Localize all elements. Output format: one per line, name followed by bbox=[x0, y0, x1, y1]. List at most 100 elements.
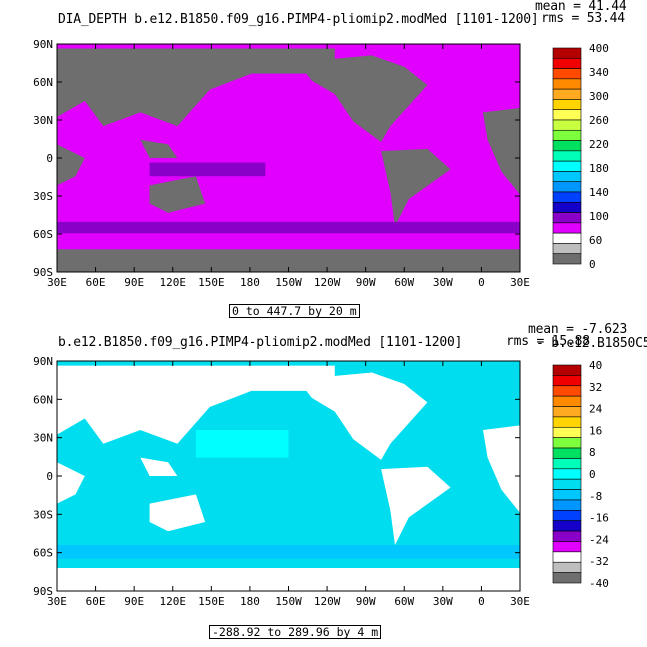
colorbar-swatch bbox=[552, 140, 582, 152]
colorbar-swatch bbox=[552, 489, 582, 501]
colorbar-swatch bbox=[552, 243, 582, 255]
land-mass bbox=[381, 466, 451, 545]
land-mass bbox=[57, 462, 85, 504]
land-mass bbox=[57, 365, 335, 444]
colorbar-label: 24 bbox=[589, 403, 603, 416]
colorbar-label: -24 bbox=[589, 533, 609, 546]
lat-label: 90S bbox=[33, 266, 53, 279]
colorbar-swatch bbox=[552, 426, 582, 438]
land-mass bbox=[482, 425, 520, 513]
colorbar-label: 340 bbox=[589, 66, 609, 79]
panel-title: b.e12.B1850.f09_g16.PIMP4-pliomip2.modMe… bbox=[58, 335, 463, 350]
colorbar-label: 140 bbox=[589, 186, 609, 199]
colorbar-label: 16 bbox=[589, 424, 602, 437]
land-mass bbox=[297, 372, 428, 460]
colorbar-label: 60 bbox=[589, 234, 602, 247]
lon-label: 60W bbox=[394, 595, 414, 608]
land-mass bbox=[297, 55, 428, 143]
land-mass bbox=[381, 148, 451, 227]
colorbar-swatch bbox=[552, 222, 582, 234]
colorbar-swatch bbox=[552, 57, 582, 69]
colorbar-swatch bbox=[552, 201, 582, 213]
lon-label: 60E bbox=[86, 595, 106, 608]
colorbar-swatch bbox=[552, 530, 582, 542]
lat-label: 30N bbox=[33, 114, 53, 127]
map-field bbox=[57, 361, 520, 591]
contour-range-label: 0 to 447.7 by 20 m bbox=[229, 304, 360, 318]
lon-label: 150E bbox=[198, 276, 225, 289]
lon-label: 60W bbox=[394, 276, 414, 289]
lat-label: 60S bbox=[33, 228, 53, 241]
colorbar-swatch bbox=[552, 150, 582, 162]
lon-label: 120W bbox=[314, 276, 341, 289]
colorbar-swatch bbox=[552, 437, 582, 449]
mean-label: mean = 41.44 bbox=[535, 0, 627, 14]
colorbar-label: 0 bbox=[589, 468, 596, 481]
colorbar-label: 180 bbox=[589, 162, 609, 175]
colorbar-swatch bbox=[552, 129, 582, 141]
contour-range-label: -288.92 to 289.96 by 4 m bbox=[209, 625, 382, 639]
land-mass bbox=[57, 48, 335, 127]
colorbar-swatch bbox=[552, 458, 582, 470]
colorbar-swatch bbox=[552, 181, 582, 193]
colorbar-swatch bbox=[552, 499, 582, 511]
lon-label: 90E bbox=[124, 595, 144, 608]
lat-label: 90N bbox=[33, 355, 53, 368]
colorbar-swatch bbox=[552, 232, 582, 244]
colorbar-swatch bbox=[552, 416, 582, 428]
lon-label: 150E bbox=[198, 595, 225, 608]
colorbar-swatch bbox=[552, 385, 582, 397]
map-field bbox=[57, 44, 520, 272]
colorbar-swatch bbox=[552, 447, 582, 459]
colorbar-swatch bbox=[552, 468, 582, 480]
colorbar-label: 100 bbox=[589, 210, 609, 223]
lon-label: 30E bbox=[510, 595, 530, 608]
lon-label: 30E bbox=[47, 595, 67, 608]
colorbar-swatch bbox=[552, 510, 582, 522]
lat-label: 60N bbox=[33, 76, 53, 89]
colorbar-swatch bbox=[552, 478, 582, 490]
colorbar-swatch bbox=[552, 47, 582, 59]
lon-label: 90W bbox=[356, 595, 376, 608]
lon-label: 120W bbox=[314, 595, 341, 608]
colorbar-swatch bbox=[552, 109, 582, 121]
colorbar-swatch bbox=[552, 364, 582, 376]
colorbar-swatch bbox=[552, 68, 582, 80]
lon-label: 30W bbox=[433, 276, 453, 289]
lat-label: 0 bbox=[46, 152, 53, 165]
ocean-band bbox=[57, 221, 520, 234]
land-mass bbox=[57, 144, 85, 186]
colorbar-swatch bbox=[552, 119, 582, 131]
colorbar-label: -32 bbox=[589, 555, 609, 568]
colorbar-swatch bbox=[552, 191, 582, 203]
panel-title: DIA_DEPTH b.e12.B1850.f09_g16.PIMP4-plio… bbox=[58, 12, 539, 27]
land-mass bbox=[57, 568, 520, 591]
colorbar-swatch bbox=[552, 160, 582, 172]
lon-label: 60E bbox=[86, 276, 106, 289]
lon-label: 30E bbox=[47, 276, 67, 289]
colorbar-label: -40 bbox=[589, 577, 609, 590]
colorbar-label: 300 bbox=[589, 90, 609, 103]
colorbar-label: 32 bbox=[589, 381, 602, 394]
lon-label: 150W bbox=[275, 276, 302, 289]
colorbar-label: 40 bbox=[589, 359, 602, 372]
lat-label: 30N bbox=[33, 432, 53, 445]
land-mass bbox=[140, 457, 178, 476]
colorbar-swatch bbox=[552, 99, 582, 111]
colorbar-swatch bbox=[552, 88, 582, 100]
overlap-case-label: - b.e12.B1850C5CN bbox=[536, 336, 647, 351]
colorbar-swatch bbox=[552, 551, 582, 563]
colorbar-swatch bbox=[552, 171, 582, 183]
lon-label: 120E bbox=[160, 595, 187, 608]
land-mass bbox=[149, 494, 206, 532]
rms-label: rms = 53.44 bbox=[541, 11, 625, 26]
lon-label: 90W bbox=[356, 276, 376, 289]
lon-label: 0 bbox=[478, 595, 485, 608]
lat-label: 0 bbox=[46, 470, 53, 483]
colorbar-label: -8 bbox=[589, 490, 602, 503]
land-mass bbox=[482, 107, 520, 195]
colorbar-swatch bbox=[552, 395, 582, 407]
colorbar-swatch bbox=[552, 406, 582, 418]
